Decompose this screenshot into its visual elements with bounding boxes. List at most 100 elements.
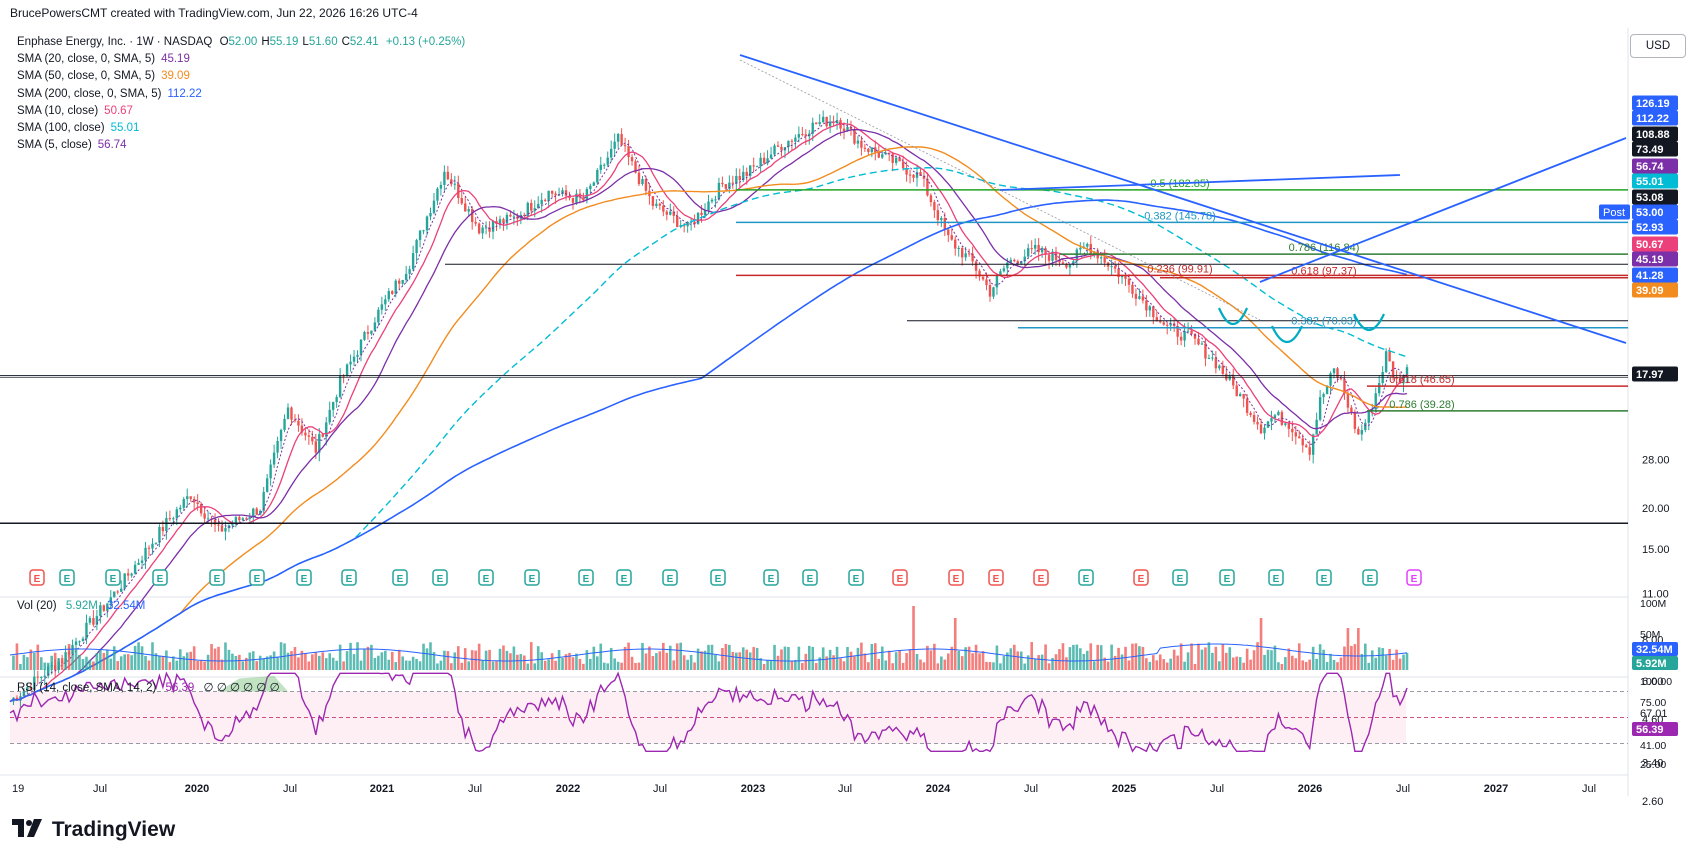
earnings-marker[interactable]: E [1033, 569, 1049, 586]
candle [1238, 394, 1242, 397]
earnings-letter: E [667, 574, 674, 585]
earnings-marker[interactable]: E [249, 569, 265, 586]
candle [1103, 257, 1106, 263]
indicator-row[interactable]: SMA (100, close) 55.01 [17, 120, 465, 137]
indicator-row[interactable]: SMA (200, close, 0, SMA, 5) 112.22 [17, 86, 465, 103]
volume-bar [1367, 662, 1371, 670]
volume-bar [481, 660, 484, 670]
indicator-value: 39.09 [161, 70, 190, 83]
candle [1322, 394, 1325, 398]
volume-bar [1092, 661, 1096, 670]
volume-bar [523, 655, 526, 670]
volume-bar [995, 645, 999, 670]
volume-bar [981, 651, 985, 670]
earnings-marker[interactable]: E [578, 569, 594, 586]
indicator-value: 112.22 [167, 87, 202, 100]
earnings-marker[interactable]: E [209, 569, 225, 586]
candle [613, 141, 616, 149]
earnings-marker[interactable]: E [392, 569, 408, 586]
volume-bar [1238, 657, 1242, 670]
candle [655, 203, 658, 206]
candle [1110, 266, 1113, 268]
earnings-marker[interactable]: E [948, 569, 964, 586]
post-tag-text: Post [1603, 207, 1625, 219]
earnings-marker[interactable]: E [763, 569, 779, 586]
volume-bar [286, 652, 290, 670]
candle [724, 184, 728, 189]
earnings-marker[interactable]: E [988, 569, 1004, 586]
candle [849, 126, 853, 130]
earnings-marker[interactable]: E [662, 569, 678, 586]
currency-selector[interactable]: USD [1630, 34, 1686, 58]
candle [870, 147, 874, 153]
earnings-marker[interactable]: E [478, 569, 494, 586]
earnings-marker[interactable]: E [802, 569, 818, 586]
earnings-marker[interactable]: E [1406, 569, 1422, 586]
volume-bar [60, 658, 64, 670]
earnings-marker[interactable]: E [710, 569, 726, 586]
volume-bar [814, 663, 818, 670]
volume-bar [33, 652, 36, 670]
price-label-bg [1632, 110, 1678, 126]
candle [217, 524, 220, 526]
indicator-row[interactable]: SMA (50, close, 0, SMA, 5) 39.09 [17, 68, 465, 85]
candle [1006, 262, 1009, 269]
volume-bar [151, 642, 154, 670]
candle [540, 199, 543, 205]
candle [874, 147, 877, 153]
earnings-marker[interactable]: E [152, 569, 168, 586]
volume-bar [154, 653, 158, 670]
candle [1225, 373, 1228, 380]
volume-bar [735, 652, 738, 670]
earnings-marker[interactable]: E [616, 569, 632, 586]
earnings-box [341, 569, 357, 586]
volume-bar [1019, 651, 1023, 670]
earnings-marker[interactable]: E [1219, 569, 1235, 586]
earnings-marker[interactable]: E [1362, 569, 1378, 586]
volume-bar [960, 656, 964, 670]
earnings-marker[interactable]: E [1268, 569, 1284, 586]
volume-bar [335, 660, 338, 670]
candle [658, 203, 662, 206]
volume-bar [1023, 663, 1027, 670]
candle [331, 402, 335, 410]
volume-bar [234, 655, 238, 670]
earnings-marker[interactable]: E [59, 569, 75, 586]
earnings-marker[interactable]: E [1133, 569, 1149, 586]
earnings-marker[interactable]: E [892, 569, 908, 586]
earnings-marker[interactable]: E [432, 569, 448, 586]
tradingview-logo[interactable]: TradingView [12, 818, 175, 842]
earnings-marker[interactable]: E [296, 569, 312, 586]
indicator-row[interactable]: SMA (10, close) 50.67 [17, 103, 465, 120]
price-axis-label: 112.22 [1632, 110, 1678, 126]
earnings-marker[interactable]: E [1172, 569, 1188, 586]
earnings-marker[interactable]: E [341, 569, 357, 586]
earnings-box [209, 569, 225, 586]
earnings-marker[interactable]: E [524, 569, 540, 586]
volume-bar [950, 646, 954, 670]
volume-bar [495, 661, 498, 670]
volume-bar [738, 652, 742, 670]
earnings-marker[interactable]: E [1316, 569, 1332, 586]
volume-bar [158, 655, 161, 670]
earnings-marker[interactable]: E [105, 569, 121, 586]
indicator-row[interactable]: SMA (5, close) 56.74 [17, 137, 465, 154]
volume-bar [1252, 650, 1256, 670]
earnings-marker[interactable]: E [29, 569, 45, 586]
price-label-bg [1632, 95, 1678, 111]
volume-bar [126, 654, 130, 670]
volume-bar [1263, 654, 1266, 670]
earnings-letter: E [529, 574, 536, 585]
candle [922, 175, 926, 179]
x-axis-tick: 2025 [1112, 783, 1136, 795]
volume-bar [26, 657, 29, 670]
candle [1301, 438, 1304, 446]
candle [894, 157, 898, 163]
earnings-marker[interactable]: E [1078, 569, 1094, 586]
candle [1148, 306, 1152, 311]
price-axis-label: 52.93 [1632, 219, 1678, 235]
earnings-marker[interactable]: E [848, 569, 864, 586]
volume-bar [557, 650, 561, 670]
indicator-row[interactable]: SMA (20, close, 0, SMA, 5) 45.19 [17, 51, 465, 68]
